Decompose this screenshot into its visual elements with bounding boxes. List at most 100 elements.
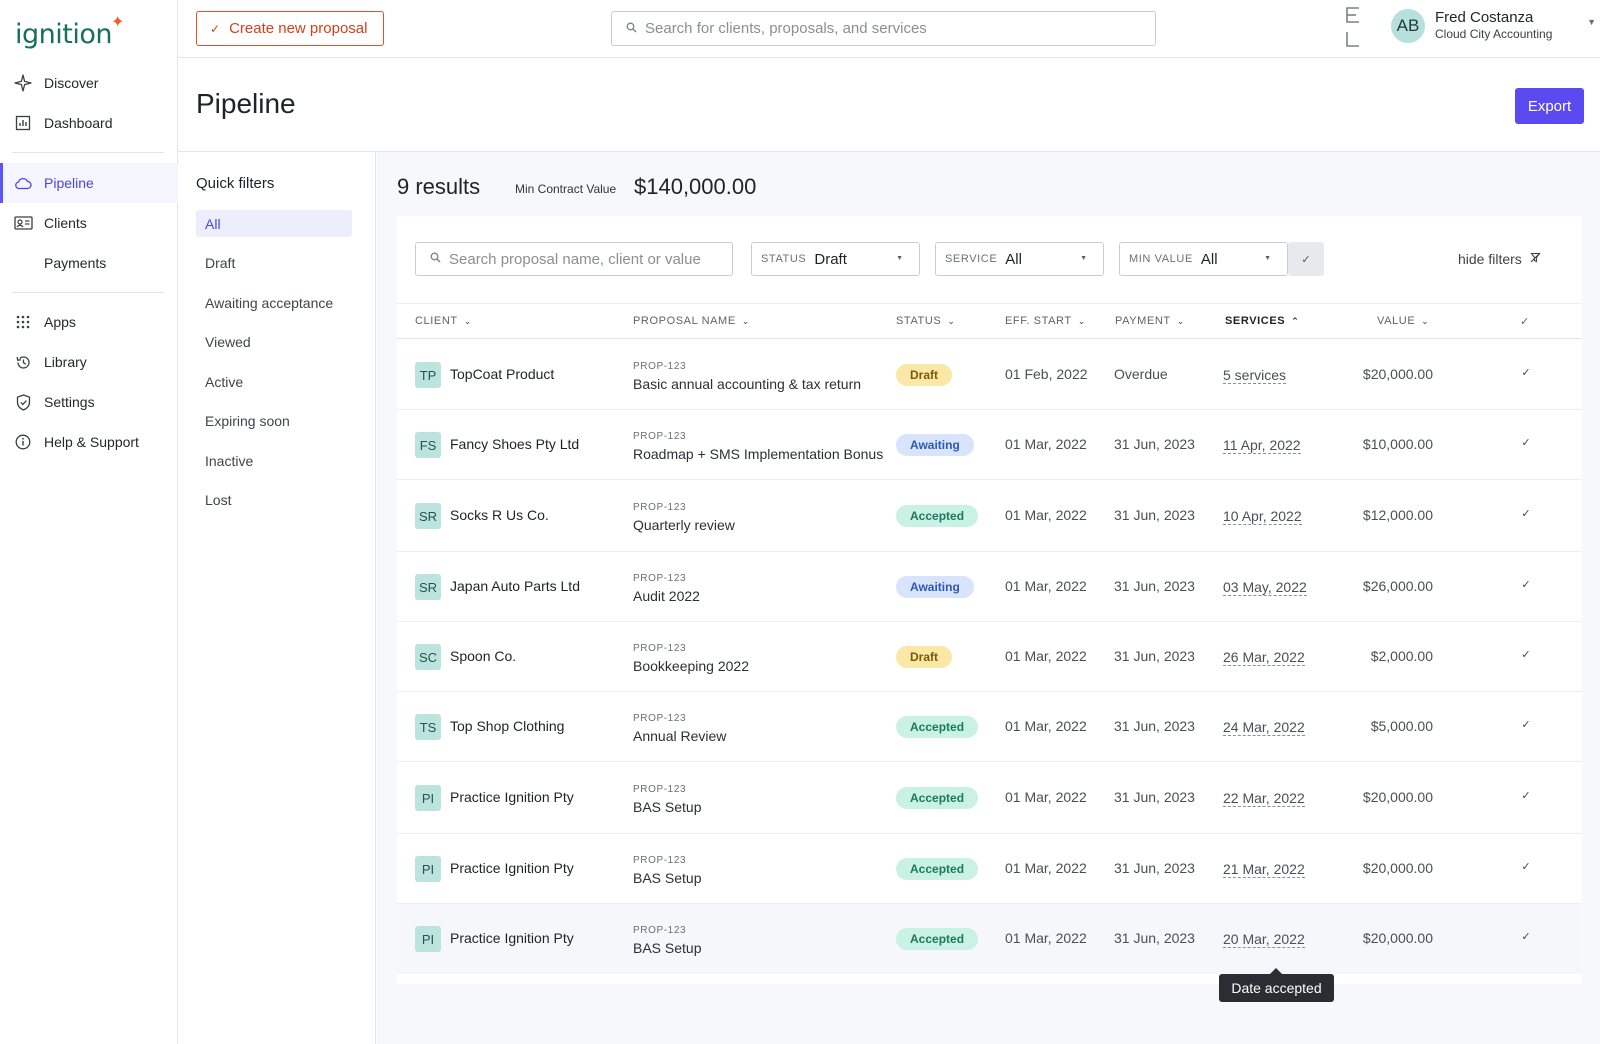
sidebar-item-help[interactable]: Help & Support [0,422,178,462]
column-status[interactable]: STATUS ⌄ [896,315,956,327]
services-cell[interactable]: 21 Mar, 2022 [1223,861,1305,878]
client-avatar: FS [415,432,441,458]
search-icon [626,20,637,38]
row-check-icon[interactable]: ✓ [1521,931,1531,943]
quick-filter-awaiting[interactable]: Awaiting acceptance [205,294,334,311]
row-check-icon[interactable]: ✓ [1521,861,1531,873]
apply-filters-button[interactable]: ✓ [1288,242,1324,276]
sidebar-item-clients[interactable]: Clients [0,203,178,243]
quick-filter-viewed[interactable]: Viewed [205,333,251,350]
column-eff-start[interactable]: EFF. START ⌄ [1005,315,1086,327]
column-client[interactable]: CLIENT ⌄ [415,315,472,327]
create-proposal-button[interactable]: ✓ Create new proposal [196,11,384,46]
sidebar-item-payments[interactable]: Payments [0,243,178,283]
global-search-input[interactable] [645,20,1125,37]
export-button[interactable]: Export [1515,88,1584,124]
client-avatar: SR [415,574,441,600]
page-header: Pipeline Export [178,58,1600,152]
nav-divider [12,292,164,293]
services-cell[interactable]: 03 May, 2022 [1223,579,1307,596]
sidebar-item-apps[interactable]: Apps [0,302,178,342]
services-cell[interactable]: 11 Apr, 2022 [1223,437,1301,454]
sidebar-item-settings[interactable]: Settings [0,382,178,422]
proposal-name[interactable]: Quarterly review [633,517,735,533]
services-cell[interactable]: 20 Mar, 2022 [1223,931,1305,948]
status-filter-key: STATUS [761,253,807,265]
services-cell[interactable]: 26 Mar, 2022 [1223,649,1305,666]
global-search[interactable] [611,11,1156,46]
table-row[interactable]: SC Spoon Co. PROP-123 Bookkeeping 2022 Draft… [397,622,1582,692]
client-name[interactable]: TopCoat Product [450,366,555,382]
sidebar-item-dashboard[interactable]: Dashboard [0,103,178,143]
user-menu[interactable]: AB Fred Costanza Cloud City Accounting ▼ [1391,5,1596,47]
quick-filter-inactive[interactable]: Inactive [205,452,254,469]
services-cell[interactable]: 22 Mar, 2022 [1223,790,1305,807]
proposal-name[interactable]: BAS Setup [633,870,702,886]
ignition-logo[interactable]: ignition ✦ [15,14,124,54]
sidebar-item-pipeline[interactable]: Pipeline [0,163,178,203]
column-select-all[interactable]: ✓ [1520,315,1530,328]
value-cell: $10,000.00 [1362,436,1433,452]
client-avatar: SC [415,644,441,670]
proposal-name[interactable]: BAS Setup [633,940,702,956]
quick-filter-expiring[interactable]: Expiring soon [205,412,290,429]
proposal-name[interactable]: Bookkeeping 2022 [633,658,749,674]
hide-filters-button[interactable]: hide filters [1458,251,1541,267]
table-row[interactable]: PI Practice Ignition Pty PROP-123 BAS Setup… [397,904,1582,974]
filter-bar: STATUS Draft ▼ SERVICE All ▼ MIN VALUE A… [397,216,1582,304]
services-cell[interactable]: 5 services [1223,367,1287,384]
status-filter-select[interactable]: STATUS Draft ▼ [751,242,920,276]
proposal-name[interactable]: BAS Setup [633,799,702,815]
client-name[interactable]: Practice Ignition Pty [450,930,574,946]
client-name[interactable]: Practice Ignition Pty [450,789,574,805]
search-icon [430,250,441,268]
proposal-name[interactable]: Annual Review [633,728,727,744]
client-name[interactable]: Socks R Us Co. [450,507,549,523]
service-filter-select[interactable]: SERVICE All ▼ [935,242,1104,276]
table-row[interactable]: SR Socks R Us Co. PROP-123 Quarterly review… [397,480,1582,552]
quick-filter-all[interactable]: All [196,210,352,237]
proposal-name[interactable]: Audit 2022 [633,588,700,604]
table-row[interactable]: PI Practice Ignition Pty PROP-123 BAS Setup… [397,834,1582,904]
client-name[interactable]: Practice Ignition Pty [450,860,574,876]
column-services[interactable]: SERVICES ⌃ [1225,315,1299,327]
proposal-name[interactable]: Basic annual accounting & tax return [633,376,862,392]
table-row[interactable]: SR Japan Auto Parts Ltd PROP-123 Audit 2022… [397,552,1582,622]
proposal-search[interactable] [415,242,733,276]
quick-filter-active[interactable]: Active [205,373,244,390]
row-check-icon[interactable]: ✓ [1521,367,1531,379]
client-name[interactable]: Spoon Co. [450,648,517,664]
proposal-search-input[interactable] [449,250,719,268]
row-check-icon[interactable]: ✓ [1521,508,1531,520]
table-row[interactable]: TS Top Shop Clothing PROP-123 Annual Review… [397,692,1582,762]
proposal-name[interactable]: Roadmap + SMS Implementation Bonus [633,446,884,462]
create-proposal-label: Create new proposal [229,20,368,37]
column-payment[interactable]: PAYMENT ⌄ [1115,315,1185,327]
sidebar-item-discover[interactable]: Discover [0,63,178,103]
client-name[interactable]: Top Shop Clothing [450,718,565,734]
table-row[interactable]: TP TopCoat Product PROP-123 Basic annual ac… [397,340,1582,410]
client-name[interactable]: Fancy Shoes Pty Ltd [450,436,580,452]
quick-filter-draft[interactable]: Draft [205,254,236,271]
quick-filter-lost[interactable]: Lost [205,491,232,508]
table-row[interactable]: FS Fancy Shoes Pty Ltd PROP-123 Roadmap + S… [397,410,1582,480]
row-check-icon[interactable]: ✓ [1521,649,1531,661]
row-check-icon[interactable]: ✓ [1521,579,1531,591]
row-check-icon[interactable]: ✓ [1521,719,1531,731]
notifications-icon[interactable] [1343,6,1365,54]
row-check-icon[interactable]: ✓ [1521,437,1531,449]
client-name[interactable]: Japan Auto Parts Ltd [450,578,580,594]
table-row[interactable]: PI Practice Ignition Pty PROP-123 BAS Setup… [397,762,1582,834]
caret-down-icon: ▼ [1080,255,1087,262]
chevron-up-icon: ⌃ [1291,315,1300,326]
proposal-id: PROP-123 [633,713,687,724]
sidebar-item-library[interactable]: Library [0,342,178,382]
column-value[interactable]: VALUE ⌄ [1377,315,1429,327]
column-proposal-name[interactable]: PROPOSAL NAME ⌄ [633,315,750,327]
row-check-icon[interactable]: ✓ [1521,790,1531,802]
services-cell[interactable]: 24 Mar, 2022 [1223,719,1305,736]
min-value-filter-select[interactable]: MIN VALUE All ▼ [1119,242,1288,276]
chevron-down-icon: ⌄ [1176,315,1185,326]
services-cell[interactable]: 10 Apr, 2022 [1223,508,1302,525]
sidebar-item-label: Payments [44,255,107,271]
